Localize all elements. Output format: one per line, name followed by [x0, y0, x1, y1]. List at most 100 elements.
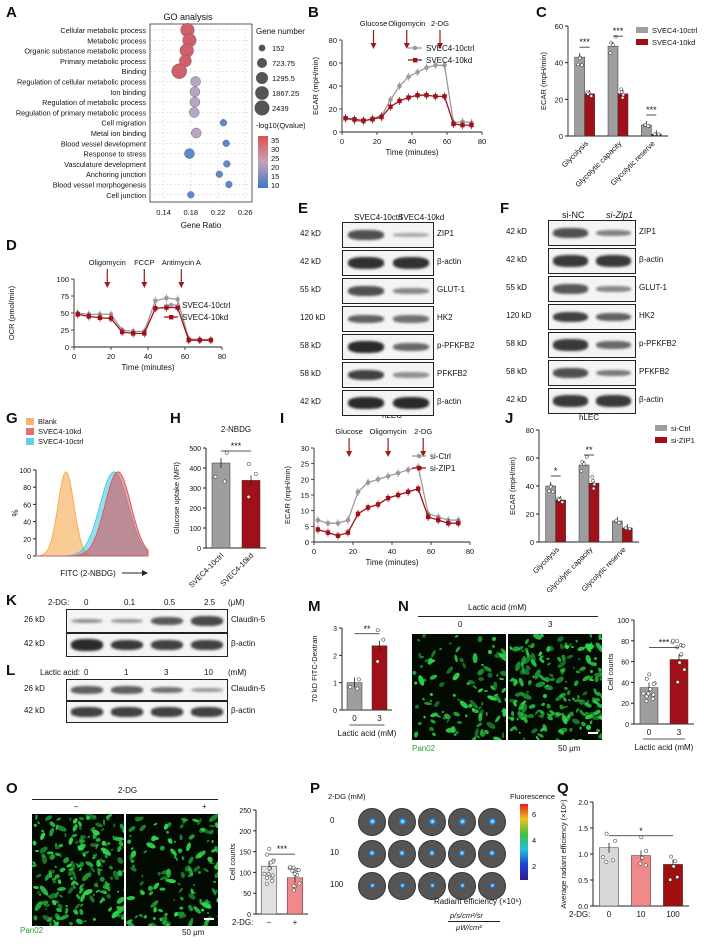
panel-label-l: L	[6, 662, 16, 679]
y-tick-label: 0	[625, 722, 629, 729]
blot-e-header-kd: SVEC4-10kd	[398, 213, 445, 222]
blot-kd-label: 42 kD	[300, 397, 321, 406]
blot-protein-label: GLUT-1	[639, 283, 668, 292]
sig-mark: **	[585, 445, 593, 455]
panel-label-h: H	[170, 410, 181, 427]
go-dot	[215, 170, 223, 178]
replicate-dot	[604, 860, 609, 864]
fluorescent-cell	[584, 654, 592, 665]
fluorescent-cell	[175, 857, 178, 862]
y-tick-label: 0	[333, 128, 337, 137]
replicate-dot	[355, 686, 360, 691]
fluorescent-cell	[571, 713, 575, 717]
fluorescent-cell	[95, 837, 101, 843]
y-tick-label: 20	[526, 510, 534, 519]
fluorescent-cell	[32, 885, 40, 890]
fluorescent-cell	[480, 701, 484, 706]
fluorescent-cell	[483, 690, 488, 692]
blot-band	[392, 315, 429, 323]
o-header: 2-DG	[118, 786, 138, 795]
fluorescent-cell	[179, 895, 185, 901]
data-point	[405, 467, 411, 473]
ivis-signal	[399, 850, 405, 856]
ivis-well	[418, 872, 446, 900]
blot-band	[392, 288, 429, 294]
go-dot	[189, 107, 200, 118]
ecar-hlec-line-chart: hLEC051015202530020406080Time (minutes)E…	[283, 411, 474, 567]
fluorescent-cell	[429, 692, 434, 696]
n-stain-label: Pan02	[412, 744, 436, 753]
legend-label-ctrl: SVEC4-10ctrl	[426, 44, 475, 53]
fluorescent-cell	[413, 731, 419, 739]
go-term-label: Vasculature development	[64, 160, 146, 169]
fluorescent-cell	[563, 685, 569, 691]
data-point	[186, 338, 191, 343]
go-term-label: Blood vessel morphogenesis	[53, 181, 147, 190]
size-legend-dot	[257, 58, 267, 68]
injection-label: Oligomycin	[370, 427, 407, 436]
fluorescent-cell	[499, 670, 506, 677]
fluorescent-cell	[152, 916, 156, 920]
ivis-well	[358, 808, 386, 836]
fluorescent-cell	[40, 853, 46, 858]
data-point	[388, 104, 393, 109]
fluorescent-cell	[176, 881, 182, 887]
n-cond-3: 3	[548, 620, 553, 629]
fluorescent-cell	[432, 699, 441, 708]
radiant-efficiency-bar: 0.0 0.5 1.0 1.5 2.0 Average radiant efficienc…	[559, 799, 689, 919]
fluorescent-cell	[471, 684, 478, 691]
y-axis-label: ECAR (mpH/min)	[539, 52, 548, 110]
blot-strip	[66, 609, 228, 633]
legend-swatch	[26, 418, 34, 425]
x-category-label: +	[293, 918, 298, 927]
replicate-dot	[267, 846, 272, 851]
blot-protein-label: β-actin	[231, 706, 256, 715]
go-xtick: 0.14	[156, 208, 171, 217]
replicate-dot	[620, 95, 625, 100]
blot-protein-label: p-PFKFB2	[437, 341, 475, 350]
blot-band	[151, 640, 183, 650]
fluorescent-cell	[596, 703, 602, 709]
ivis-signal	[459, 882, 465, 888]
fluorescent-cell	[444, 664, 454, 675]
injection-label: Glucose	[335, 427, 363, 436]
blot-band	[553, 284, 588, 294]
data-point	[406, 95, 411, 100]
y-tick-label: 200	[189, 506, 201, 513]
legend-swatch	[26, 428, 34, 435]
go-term-label: Organic substance metabolic process	[24, 47, 146, 56]
sig-mark: ***	[231, 441, 242, 451]
fluorescent-cell	[116, 849, 120, 852]
blot-band	[111, 639, 143, 651]
ivis-signal	[429, 850, 435, 856]
blot-kd-label: 120 kD	[300, 313, 326, 322]
fluorescent-cell	[423, 701, 432, 706]
ivis-signal	[428, 817, 436, 825]
blot-band	[553, 339, 588, 351]
data-point	[433, 94, 438, 99]
fluorescent-cell	[108, 865, 113, 870]
replicate-dot	[270, 873, 275, 878]
chart-title: 2-NBDG	[221, 425, 251, 434]
data-point	[325, 520, 331, 526]
blot-band	[392, 396, 429, 410]
fluorescent-cell	[47, 827, 55, 838]
replicate-dot	[589, 94, 594, 98]
replicate-dot	[668, 877, 673, 882]
blot-protein-label: PFKFB2	[437, 369, 468, 378]
fluorescent-cell	[187, 919, 195, 926]
replicate-dot	[579, 469, 584, 473]
y-tick-label: 60	[23, 502, 31, 509]
replicate-dot	[270, 878, 275, 883]
fluorescent-cell	[116, 856, 124, 865]
y-tick-label: 0.5	[578, 878, 588, 885]
go-dot	[222, 139, 230, 147]
fluorescent-cell	[504, 719, 506, 723]
x-tick-label: 60	[427, 547, 435, 556]
bar	[545, 485, 556, 543]
x-category-label: 10	[637, 910, 646, 919]
fluorescent-cell	[491, 636, 497, 642]
fluorescent-cell	[419, 664, 424, 669]
fluorescent-cell	[69, 818, 72, 821]
